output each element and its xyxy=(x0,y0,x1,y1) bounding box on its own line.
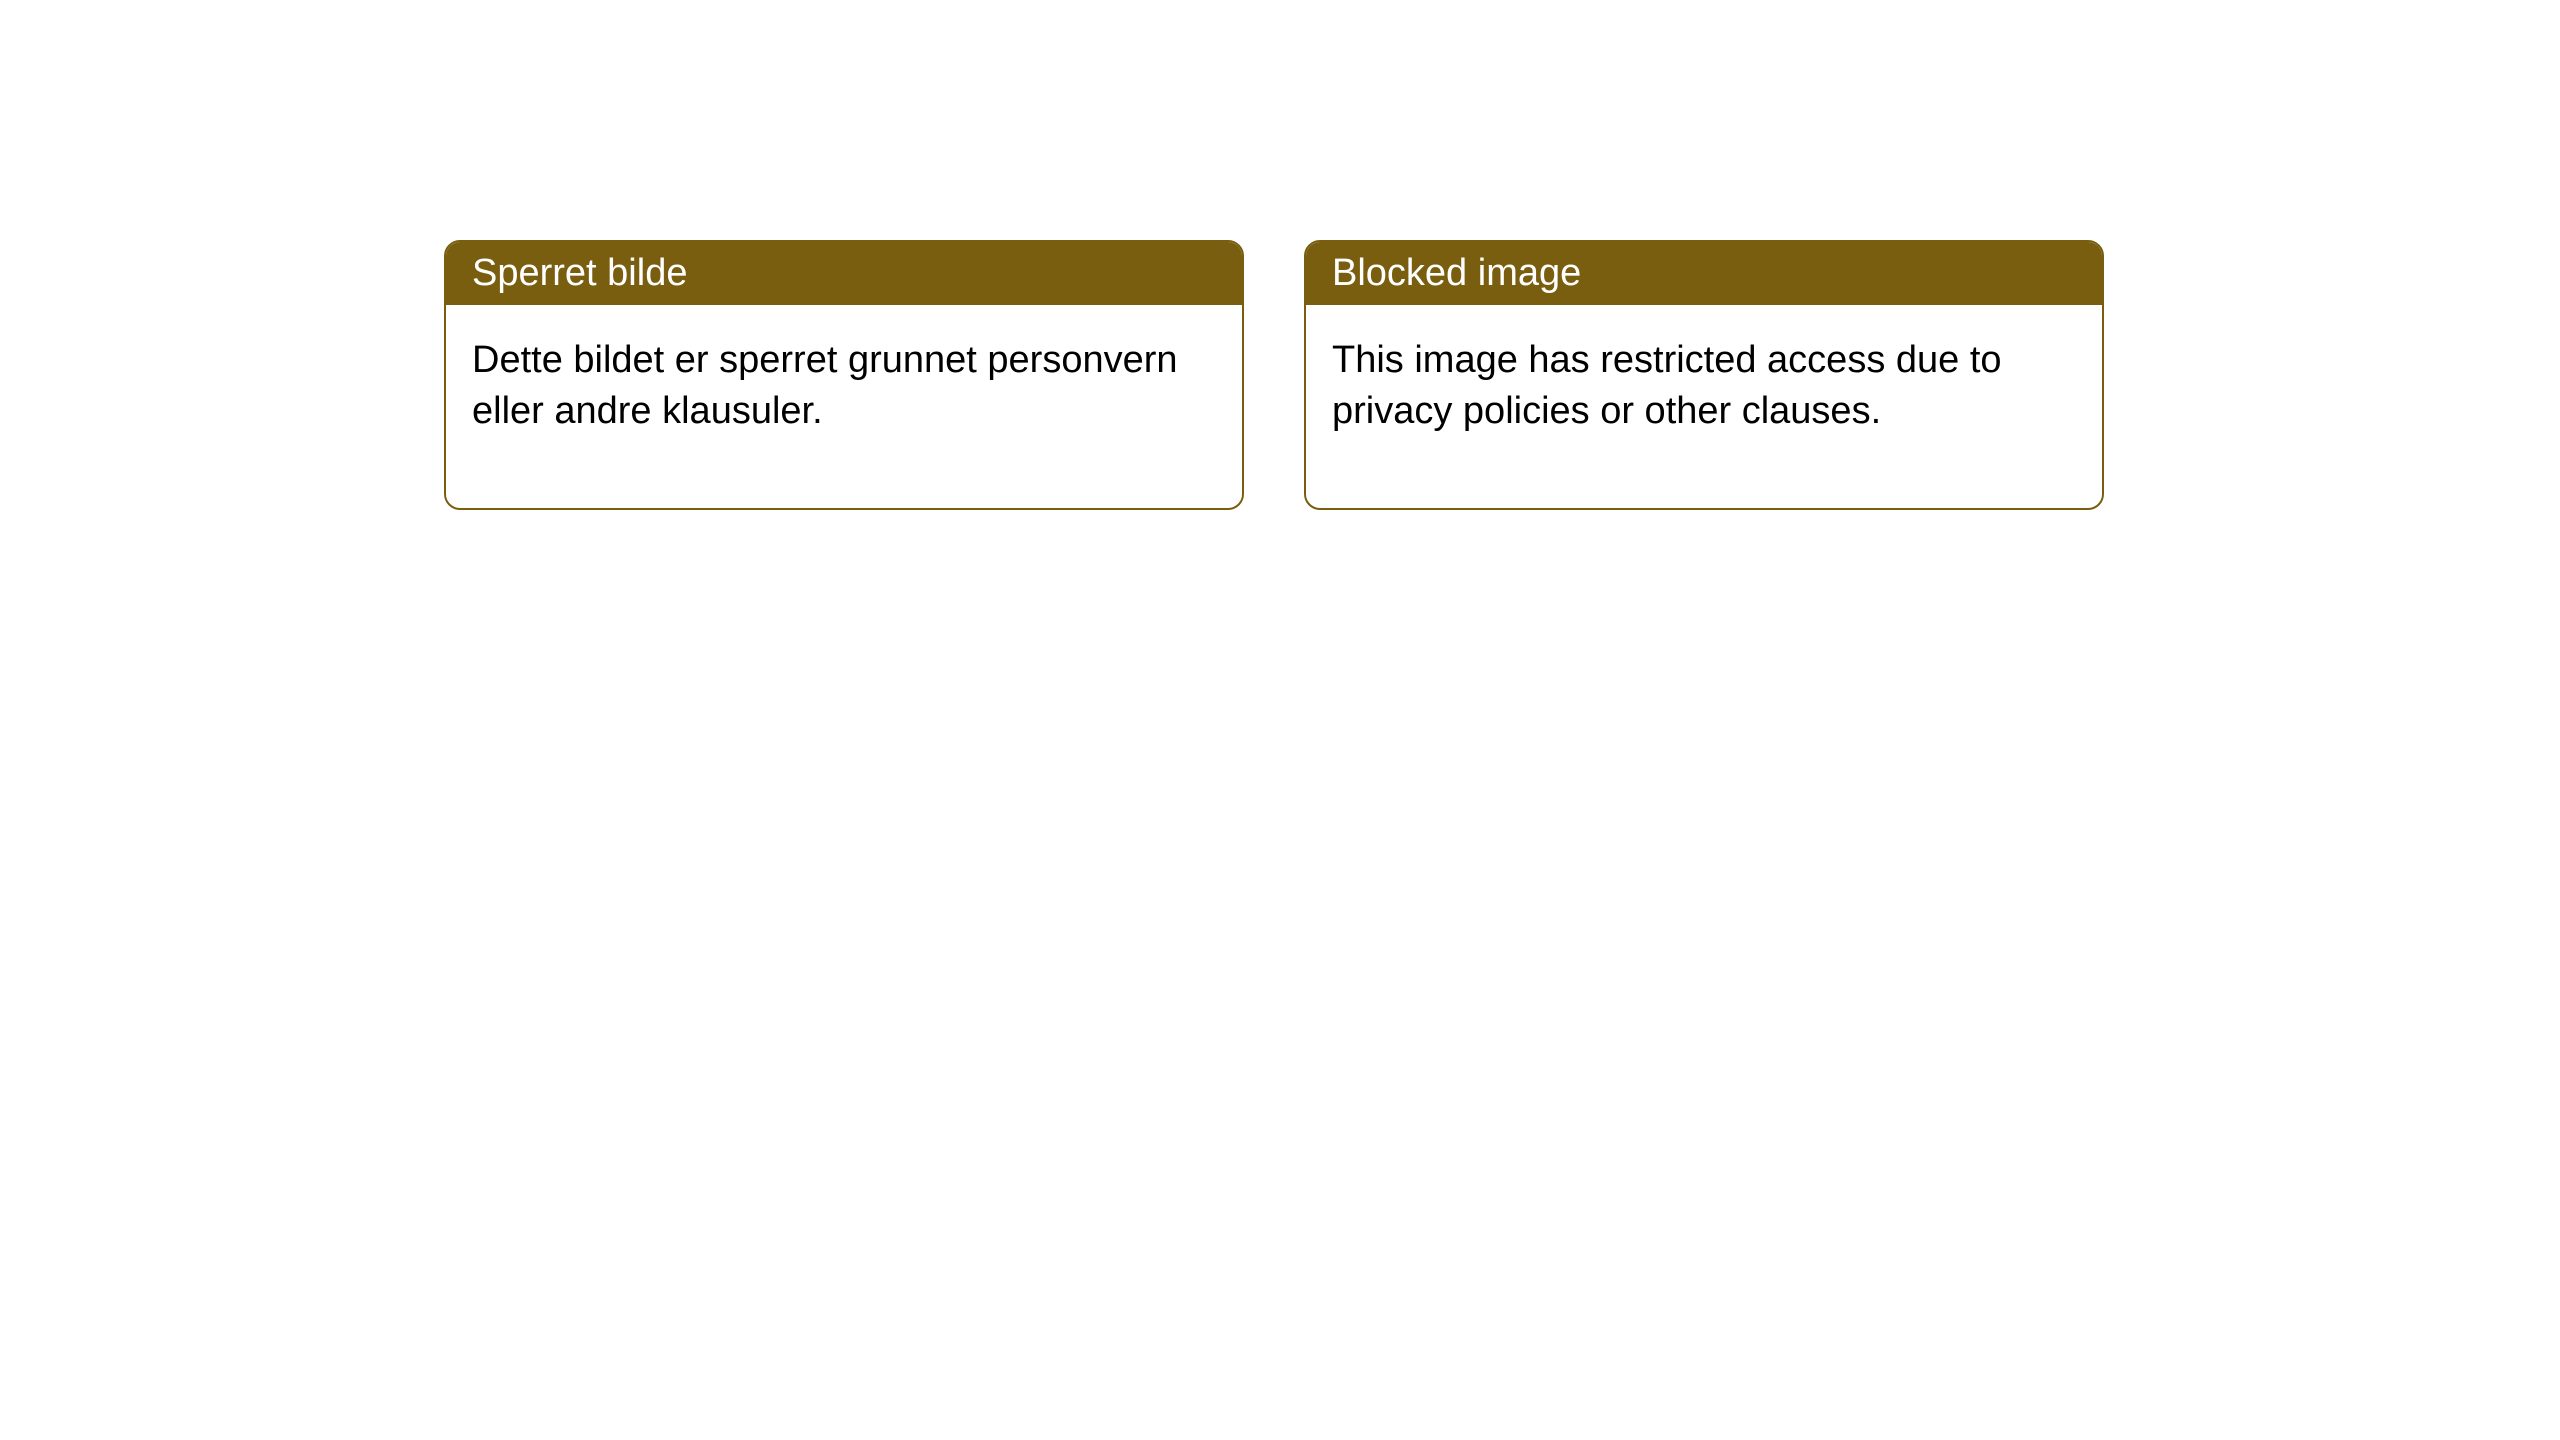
notice-title-english: Blocked image xyxy=(1306,242,2102,305)
notice-title-norwegian: Sperret bilde xyxy=(446,242,1242,305)
notice-body-norwegian: Dette bildet er sperret grunnet personve… xyxy=(446,305,1242,508)
notice-body-english: This image has restricted access due to … xyxy=(1306,305,2102,508)
notice-container: Sperret bilde Dette bildet er sperret gr… xyxy=(444,240,2104,510)
notice-box-english: Blocked image This image has restricted … xyxy=(1304,240,2104,510)
notice-box-norwegian: Sperret bilde Dette bildet er sperret gr… xyxy=(444,240,1244,510)
